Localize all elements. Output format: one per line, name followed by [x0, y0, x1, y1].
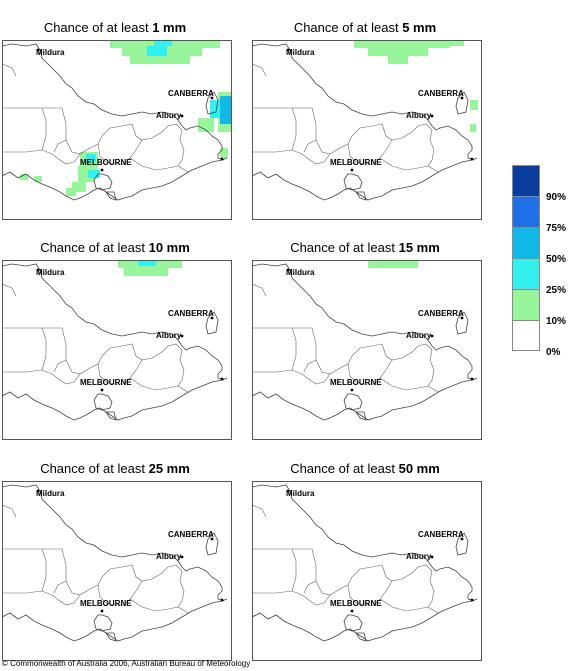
district-boundary: [2, 107, 183, 155]
probability-cell: [388, 54, 408, 64]
place-label-mildura: Mildura: [286, 268, 315, 277]
place-label-canberra: CANBERRA: [418, 530, 464, 539]
probability-cell: [72, 182, 86, 192]
probability-cell: [198, 118, 214, 132]
panel-title-5mm: Chance of at least 5 mm: [293, 20, 437, 35]
probability-cell: [470, 100, 478, 110]
legend-swatch-10: [512, 289, 540, 320]
probability-cell: [88, 170, 100, 178]
map-5mm: Mildura CANBERRA Albury MELBOURNE: [252, 40, 482, 220]
probability-cell: [470, 124, 476, 132]
map-15mm: Mildura CANBERRA Albury MELBOURNE: [252, 260, 482, 440]
legend-swatch-0: [512, 320, 540, 351]
district-boundary: [2, 548, 183, 596]
place-label-mildura: Mildura: [286, 48, 315, 57]
place-label-canberra: CANBERRA: [418, 309, 464, 318]
place-label-melbourne: MELBOURNE: [80, 158, 132, 167]
probability-cell: [86, 154, 96, 162]
place-label-mildura: Mildura: [36, 268, 65, 277]
state-border: [252, 263, 475, 381]
probability-cell: [220, 148, 228, 158]
panel-title-50mm: Chance of at least 50 mm: [290, 461, 440, 476]
probability-cell: [202, 40, 218, 46]
probability-cell: [66, 188, 76, 196]
place-label-melbourne: MELBOURNE: [330, 378, 382, 387]
panel-title-15mm: Chance of at least 15 mm: [290, 240, 440, 255]
map-25mm: Mildura CANBERRA Albury MELBOURNE: [2, 481, 232, 661]
place-label-canberra: CANBERRA: [168, 530, 214, 539]
district-boundary: [252, 548, 433, 596]
place-label-albury: Albury: [406, 111, 432, 120]
legend-label-75: 75%: [546, 223, 567, 234]
place-label-mildura: Mildura: [36, 48, 65, 57]
place-label-mildura: Mildura: [286, 489, 315, 498]
state-border: [252, 484, 475, 602]
probability-cell: [368, 260, 418, 268]
probability-cell: [34, 176, 42, 182]
state-border: [252, 43, 475, 161]
probability-cell: [20, 174, 28, 180]
district-boundary: [252, 327, 433, 375]
probability-cell: [138, 260, 156, 266]
panel-title-25mm: Chance of at least 25 mm: [40, 461, 190, 476]
probability-cell: [154, 40, 172, 46]
district-boundary: [2, 327, 183, 375]
place-label-albury: Albury: [406, 331, 432, 340]
legend-label-0: 0%: [546, 347, 561, 358]
place-label-canberra: CANBERRA: [168, 309, 214, 318]
place-label-albury: Albury: [406, 552, 432, 561]
place-label-melbourne: MELBOURNE: [330, 599, 382, 608]
place-label-melbourne: MELBOURNE: [80, 599, 132, 608]
probability-legend: [512, 165, 540, 351]
legend-label-25: 25%: [546, 285, 567, 296]
place-label-canberra: CANBERRA: [418, 89, 464, 98]
probability-cell: [448, 40, 464, 46]
place-label-canberra: CANBERRA: [168, 89, 214, 98]
state-border: [2, 263, 225, 381]
legend-label-10: 10%: [546, 316, 567, 327]
legend-swatch-25: [512, 258, 540, 289]
probability-cell: [354, 40, 450, 48]
state-border: [2, 484, 225, 602]
panel-title-10mm: Chance of at least 10 mm: [40, 240, 190, 255]
map-10mm: Mildura CANBERRA Albury MELBOURNE: [2, 260, 232, 440]
map-1mm: Mildura CANBERRA Albury MELBOURNE: [2, 40, 232, 220]
map-50mm: Mildura CANBERRA Albury MELBOURNE: [252, 481, 482, 661]
place-label-albury: Albury: [156, 111, 182, 120]
place-label-albury: Albury: [156, 331, 182, 340]
probability-cell: [124, 268, 168, 276]
legend-label-50: 50%: [546, 254, 567, 265]
probability-cell: [130, 56, 190, 64]
copyright-notice: © Commonwealth of Australia 2006, Austra…: [2, 659, 251, 668]
probability-cell: [368, 48, 428, 56]
legend-swatch-50: [512, 227, 540, 258]
legend-label-90: 90%: [546, 192, 567, 203]
probability-cell: [147, 46, 167, 56]
legend-swatch-90: [512, 165, 540, 196]
place-label-albury: Albury: [156, 552, 182, 561]
legend-swatch-75: [512, 196, 540, 227]
place-label-mildura: Mildura: [36, 489, 65, 498]
panel-title-1mm: Chance of at least 1 mm: [43, 20, 187, 35]
district-boundary: [252, 107, 433, 155]
place-label-melbourne: MELBOURNE: [80, 378, 132, 387]
probability-cell: [220, 96, 232, 124]
state-border: [2, 43, 225, 161]
place-label-melbourne: MELBOURNE: [330, 158, 382, 167]
